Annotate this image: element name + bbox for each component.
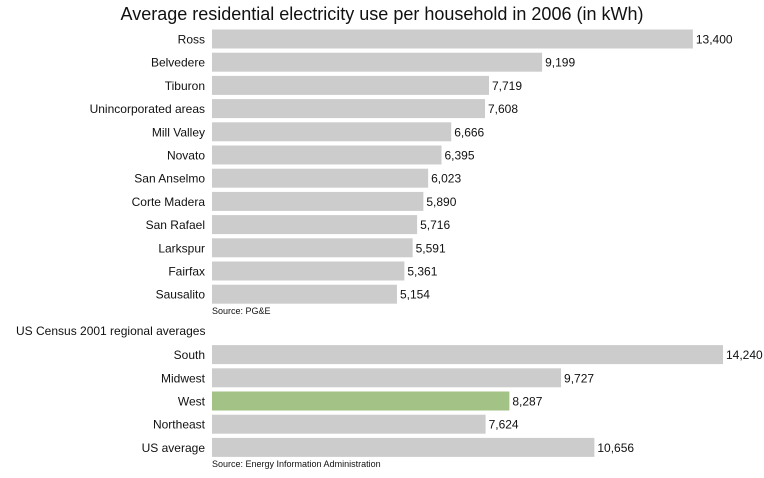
value-label-novato: 6,395 bbox=[444, 149, 474, 163]
value-label-tiburon: 7,719 bbox=[492, 79, 522, 93]
bar-northeast bbox=[212, 414, 486, 434]
value-label-san-anselmo: 6,023 bbox=[431, 172, 461, 186]
value-label-us-average: 10,656 bbox=[597, 441, 634, 455]
category-label-novato: Novato bbox=[167, 149, 205, 163]
bar-unincorporated-areas bbox=[212, 99, 486, 119]
value-label-midwest: 9,727 bbox=[564, 371, 594, 385]
bar-sausalito bbox=[212, 284, 397, 304]
value-label-sausalito: 5,154 bbox=[400, 288, 430, 302]
value-label-corte-madera: 5,890 bbox=[426, 195, 456, 209]
category-label-midwest: Midwest bbox=[161, 371, 206, 385]
value-label-mill-valley: 6,666 bbox=[454, 125, 484, 139]
chart-marks: Ross 13,400 Belvedere 9,199 Tiburon 7,719 Unin… bbox=[16, 29, 763, 469]
value-label-south: 14,240 bbox=[726, 348, 763, 362]
value-label-belvedere: 9,199 bbox=[545, 56, 575, 70]
category-label-belvedere: Belvedere bbox=[151, 56, 205, 70]
value-label-larkspur: 5,591 bbox=[416, 241, 446, 255]
bar-mill-valley bbox=[212, 122, 452, 142]
category-label-larkspur: Larkspur bbox=[158, 241, 205, 255]
bar-ross bbox=[212, 29, 693, 49]
source-note: Source: PG&E bbox=[212, 306, 271, 316]
category-label-fairfax: Fairfax bbox=[168, 265, 205, 279]
category-label-south: South bbox=[174, 348, 205, 362]
category-label-west: West bbox=[178, 395, 206, 409]
category-label-unincorporated-areas: Unincorporated areas bbox=[90, 102, 205, 116]
bar-san-rafael bbox=[212, 215, 418, 235]
chart-title: Average residential electricity use per … bbox=[121, 4, 644, 24]
bar-san-anselmo bbox=[212, 168, 429, 188]
bar-corte-madera bbox=[212, 191, 424, 211]
bar-midwest bbox=[212, 368, 562, 388]
value-label-ross: 13,400 bbox=[696, 33, 733, 47]
value-label-west: 8,287 bbox=[512, 395, 542, 409]
category-label-tiburon: Tiburon bbox=[165, 79, 205, 93]
category-label-sausalito: Sausalito bbox=[156, 288, 206, 302]
category-label-san-rafael: San Rafael bbox=[146, 218, 205, 232]
category-label-us-average: US average bbox=[142, 441, 206, 455]
bar-belvedere bbox=[212, 52, 543, 72]
value-label-fairfax: 5,361 bbox=[407, 265, 437, 279]
value-label-san-rafael: 5,716 bbox=[420, 218, 450, 232]
bar-fairfax bbox=[212, 261, 405, 281]
bar-larkspur bbox=[212, 238, 413, 258]
category-label-ross: Ross bbox=[178, 33, 205, 47]
category-label-mill-valley: Mill Valley bbox=[152, 125, 205, 139]
source-note: Source: Energy Information Administratio… bbox=[212, 459, 381, 469]
category-label-northeast: Northeast bbox=[153, 418, 206, 432]
section-heading: US Census 2001 regional averages bbox=[16, 324, 205, 338]
bar-west bbox=[212, 391, 510, 411]
bar-novato bbox=[212, 145, 442, 165]
bar-south bbox=[212, 345, 723, 365]
value-label-northeast: 7,624 bbox=[489, 418, 519, 432]
category-label-corte-madera: Corte Madera bbox=[132, 195, 206, 209]
bar-us-average bbox=[212, 437, 595, 457]
bar-tiburon bbox=[212, 75, 489, 95]
category-label-san-anselmo: San Anselmo bbox=[134, 172, 205, 186]
value-label-unincorporated-areas: 7,608 bbox=[488, 102, 518, 116]
